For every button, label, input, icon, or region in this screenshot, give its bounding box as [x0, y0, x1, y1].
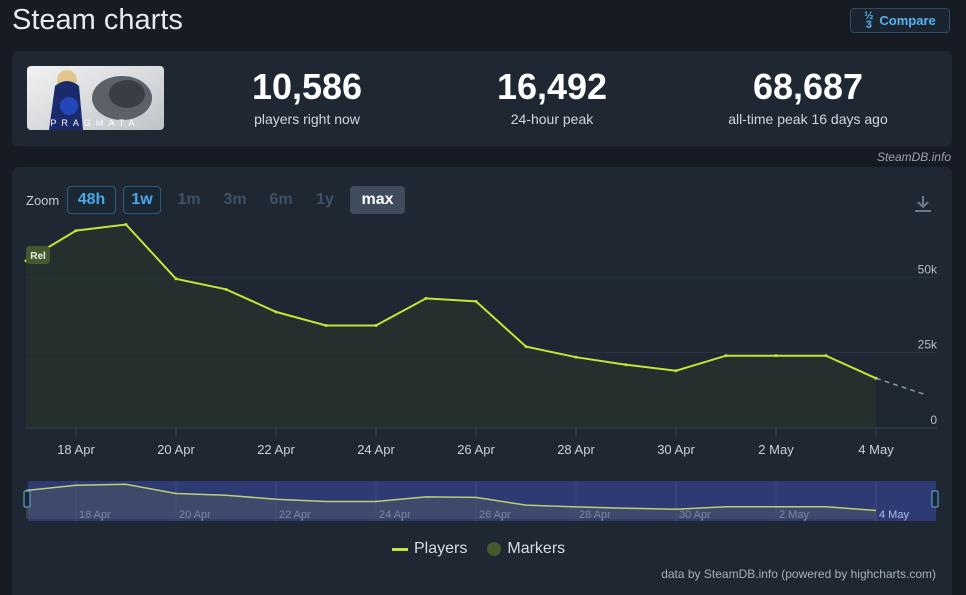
- chart-panel: Zoom 48h 1w 1m 3m 6m 1y max 18 Apr 20 Apr…: [12, 167, 952, 595]
- data-point[interactable]: [274, 310, 278, 314]
- x-tick-label: 28 Apr: [557, 442, 595, 457]
- compare-label: Compare: [879, 13, 936, 28]
- data-point[interactable]: [574, 355, 578, 359]
- game-thumbnail[interactable]: PRAGMATA: [27, 66, 164, 130]
- players-chart: 18 Apr 20 Apr 22 Apr 24 Apr 26 Apr 28 Apr 30 A…: [23, 223, 939, 521]
- data-point[interactable]: [424, 296, 428, 300]
- data-point[interactable]: [674, 369, 678, 373]
- chart-legend: Players Markers: [392, 540, 565, 558]
- x-tick-label: 24 Apr: [357, 442, 395, 457]
- release-marker-label: Rel: [30, 251, 46, 262]
- zoom-1w-button[interactable]: 1w: [123, 186, 161, 214]
- zoom-48h-button[interactable]: 48h: [67, 186, 116, 214]
- data-point[interactable]: [774, 354, 778, 358]
- stats-panel: PRAGMATA 10,586 players right now 16,492…: [12, 51, 952, 146]
- page-title: Steam charts: [12, 4, 183, 36]
- y-tick-label: 0: [930, 413, 937, 427]
- steamdb-credit[interactable]: SteamDB.info: [876, 150, 951, 164]
- players-series-line: [25, 223, 877, 380]
- data-point[interactable]: [724, 354, 728, 358]
- x-tick-label: 18 Apr: [57, 442, 95, 457]
- data-point[interactable]: [874, 376, 878, 380]
- peak-24h-label: 24-hour peak: [510, 111, 594, 127]
- data-point[interactable]: [474, 299, 478, 303]
- x-tick-label: 22 Apr: [257, 442, 295, 457]
- chart-footer-credit[interactable]: data by SteamDB.info (powered by highcha…: [661, 567, 936, 581]
- zoom-1y-button[interactable]: 1y: [316, 191, 334, 208]
- zoom-1m-button[interactable]: 1m: [177, 191, 201, 208]
- zoom-6m-button[interactable]: 6m: [269, 191, 293, 208]
- legend-markers-label: Markers: [507, 540, 566, 557]
- thumbnail-logo-text: PRAGMATA: [50, 118, 139, 128]
- players-projection-line: [875, 377, 927, 396]
- legend-players-label: Players: [414, 540, 468, 557]
- peak-24h-value: 16,492: [496, 66, 608, 107]
- current-players-value: 10,586: [251, 66, 363, 107]
- data-point[interactable]: [324, 324, 328, 328]
- data-point[interactable]: [74, 229, 78, 233]
- data-point[interactable]: [824, 354, 828, 358]
- navigator-area: [26, 484, 876, 519]
- navigator-right-handle[interactable]: [931, 490, 939, 508]
- x-tick-label: 20 Apr: [157, 442, 195, 457]
- legend-item-players[interactable]: Players: [392, 540, 467, 558]
- zoom-3m-button[interactable]: 3m: [223, 191, 247, 208]
- legend-item-markers[interactable]: Markers: [487, 540, 565, 558]
- x-tick-label: 2 May: [758, 442, 794, 457]
- current-players-label: players right now: [254, 111, 360, 127]
- release-marker[interactable]: Rel: [26, 246, 50, 264]
- data-point[interactable]: [374, 324, 378, 328]
- data-point[interactable]: [174, 277, 178, 281]
- x-tick-label: 26 Apr: [457, 442, 495, 457]
- alltime-peak-value: 68,687: [752, 66, 864, 107]
- navigator-tick-label: 4 May: [879, 509, 909, 521]
- legend-players-swatch: [392, 547, 408, 551]
- zoom-max-button[interactable]: max: [350, 186, 405, 214]
- alltime-peak-label: all-time peak 16 days ago: [728, 111, 888, 127]
- data-point[interactable]: [524, 345, 528, 349]
- zoom-label: Zoom: [26, 193, 60, 208]
- data-point[interactable]: [124, 223, 128, 227]
- x-tick-label: 30 Apr: [657, 442, 695, 457]
- stat-alltime-peak: 68,687 all-time peak 16 days ago: [688, 66, 928, 128]
- y-tick-label: 50k: [918, 262, 938, 276]
- stat-current-players: 10,586 players right now: [187, 66, 427, 128]
- y-tick-label: 25k: [918, 338, 938, 352]
- players-area-fill: [26, 224, 876, 428]
- x-tick-label: 4 May: [858, 442, 894, 457]
- download-icon[interactable]: [912, 193, 934, 215]
- data-point[interactable]: [224, 287, 228, 291]
- navigator-line: [25, 483, 877, 512]
- legend-markers-swatch: [487, 542, 502, 556]
- data-point[interactable]: [624, 363, 628, 367]
- navigator-left-handle[interactable]: [23, 490, 31, 508]
- stat-24h-peak: 16,492 24-hour peak: [432, 66, 672, 128]
